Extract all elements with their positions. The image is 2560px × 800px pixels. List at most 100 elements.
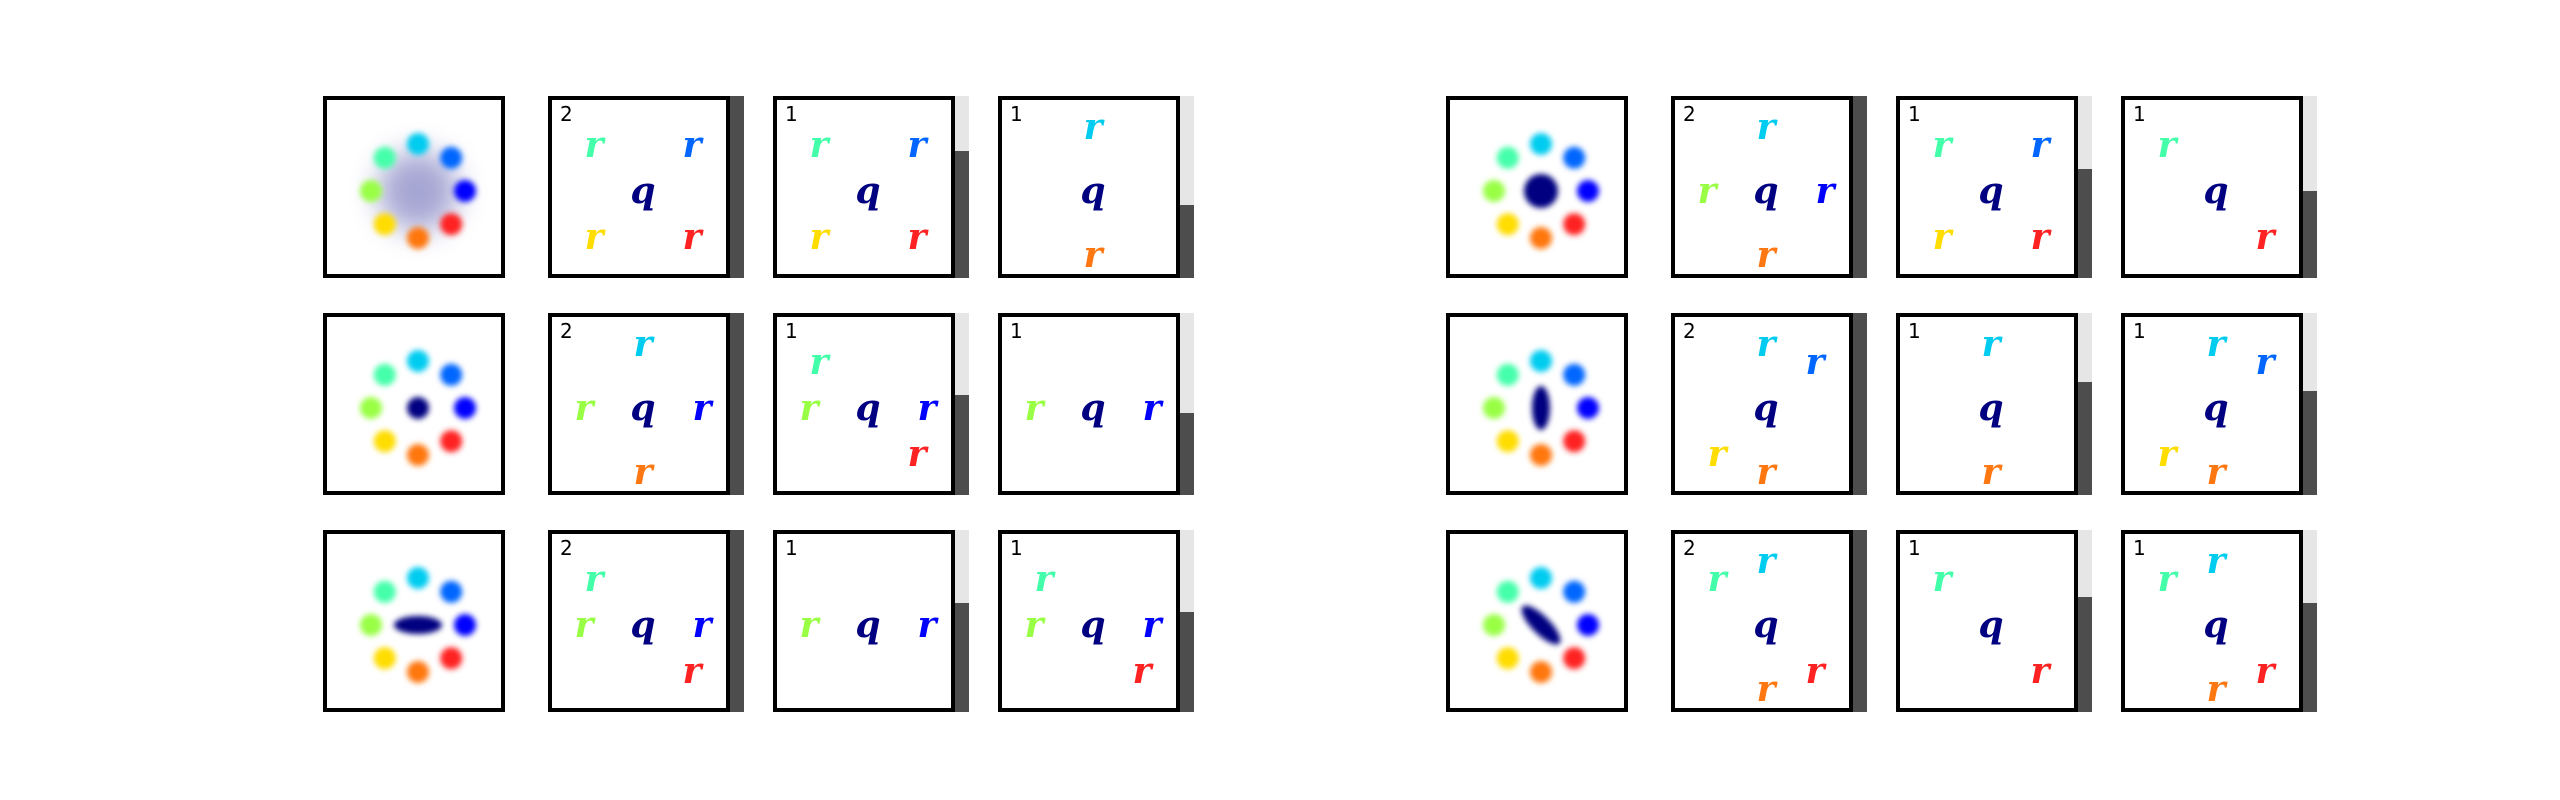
scene-dot bbox=[373, 580, 396, 603]
source-glyph: r bbox=[1933, 124, 1955, 166]
scene-dot bbox=[407, 350, 429, 372]
level-bar-fill bbox=[730, 313, 744, 495]
level-bar-fill bbox=[955, 395, 969, 495]
scene-dot bbox=[1483, 180, 1505, 202]
scene-dot bbox=[1496, 363, 1519, 386]
source-glyph: r bbox=[1084, 106, 1106, 148]
level-bar-track bbox=[1180, 96, 1194, 278]
step-svg: qr r r r bbox=[1933, 124, 2053, 258]
source-glyph: r bbox=[1084, 234, 1106, 276]
level-bar-track bbox=[955, 96, 969, 278]
scene-panel bbox=[323, 530, 505, 712]
scene-dot bbox=[440, 363, 463, 386]
level-bar-fill bbox=[955, 151, 969, 278]
source-glyph: r bbox=[1757, 323, 1779, 365]
scene-dot bbox=[1563, 146, 1586, 169]
scene-center-blob bbox=[1521, 605, 1561, 645]
level-bar-fill bbox=[1853, 530, 1867, 712]
source-glyph: r bbox=[810, 216, 832, 258]
scene-dot bbox=[1577, 397, 1599, 419]
level-bar-fill bbox=[2303, 391, 2317, 495]
scene-center-blob bbox=[378, 151, 458, 231]
level-bar-fill bbox=[1180, 205, 1194, 278]
source-glyph: r bbox=[1025, 387, 1047, 429]
level-bar-fill bbox=[2078, 597, 2092, 712]
scene-panel bbox=[1446, 530, 1628, 712]
level-bar-fill bbox=[1853, 313, 1867, 495]
scene-dot bbox=[1530, 227, 1552, 249]
target-glyph: q bbox=[1978, 604, 2003, 646]
source-glyph: r bbox=[2207, 323, 2229, 365]
scene-dot bbox=[1563, 647, 1586, 670]
target-glyph: q bbox=[1080, 170, 1105, 212]
source-glyph: r bbox=[908, 433, 930, 475]
scene-dot bbox=[373, 363, 396, 386]
target-glyph: q bbox=[1978, 170, 2003, 212]
scene-svg bbox=[1483, 567, 1599, 683]
scene-dot bbox=[373, 430, 396, 453]
source-glyph: r bbox=[1933, 216, 1955, 258]
source-glyph: r bbox=[585, 124, 607, 166]
scene-dot bbox=[454, 397, 476, 419]
step-count-label: 1 bbox=[1010, 319, 1023, 343]
scene-dot bbox=[1577, 614, 1599, 636]
source-glyph: r bbox=[2256, 650, 2278, 692]
source-glyph: r bbox=[2207, 451, 2229, 493]
source-glyph: r bbox=[585, 558, 607, 600]
step-svg: qr r bbox=[1080, 106, 1106, 276]
step-count-label: 1 bbox=[1010, 102, 1023, 126]
scene-panel bbox=[323, 96, 505, 278]
level-bar-fill bbox=[2078, 169, 2092, 278]
level-bar-fill bbox=[2078, 382, 2092, 495]
level-bar-track bbox=[2303, 530, 2317, 712]
scene-dot bbox=[1563, 213, 1586, 236]
source-glyph: r bbox=[2256, 216, 2278, 258]
scene-dot bbox=[373, 213, 396, 236]
source-glyph: r bbox=[810, 124, 832, 166]
target-glyph: q bbox=[855, 387, 880, 429]
level-bar-track bbox=[2078, 313, 2092, 495]
level-bar-fill bbox=[2303, 603, 2317, 712]
level-bar-track bbox=[955, 530, 969, 712]
target-glyph: q bbox=[630, 604, 655, 646]
step-count-label: 1 bbox=[2133, 536, 2146, 560]
source-glyph: r bbox=[1806, 341, 1828, 383]
target-glyph: q bbox=[630, 170, 655, 212]
scene-dot bbox=[1563, 580, 1586, 603]
source-glyph: r bbox=[585, 216, 607, 258]
source-glyph: r bbox=[2031, 216, 2053, 258]
source-glyph: r bbox=[2031, 124, 2053, 166]
source-glyph: r bbox=[2031, 650, 2053, 692]
scene-dot bbox=[1496, 647, 1519, 670]
scene-center-blob bbox=[394, 616, 442, 634]
scene-dot bbox=[1496, 580, 1519, 603]
source-glyph: r bbox=[2207, 540, 2229, 582]
source-glyph: r bbox=[908, 124, 930, 166]
scene-panel bbox=[1446, 313, 1628, 495]
scene-dot bbox=[407, 444, 429, 466]
step-count-label: 1 bbox=[2133, 319, 2146, 343]
scene-svg bbox=[360, 133, 476, 249]
source-glyph: r bbox=[1982, 323, 2004, 365]
source-glyph: r bbox=[634, 451, 656, 493]
source-glyph: r bbox=[2158, 558, 2180, 600]
scene-dot bbox=[407, 661, 429, 683]
source-glyph: r bbox=[693, 387, 715, 429]
source-glyph: r bbox=[1035, 558, 1057, 600]
scene-dot bbox=[373, 647, 396, 670]
level-bar-track bbox=[2078, 530, 2092, 712]
source-glyph: r bbox=[575, 604, 597, 646]
scene-dot bbox=[1577, 180, 1599, 202]
